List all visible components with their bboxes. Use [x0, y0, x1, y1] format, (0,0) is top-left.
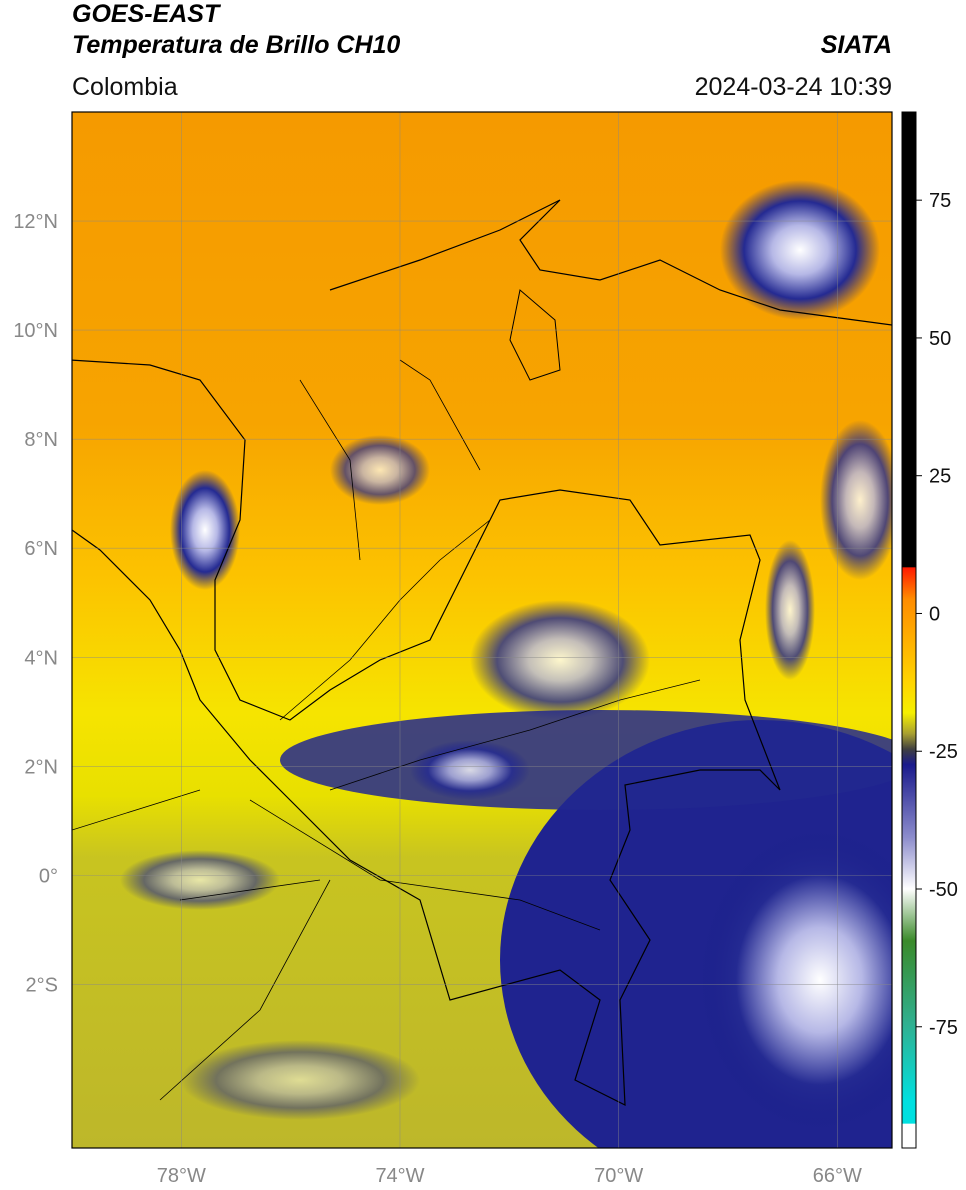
lat-label: 2°N — [24, 756, 58, 778]
lon-label: 66°W — [813, 1165, 862, 1187]
colorbar-label: 25 — [929, 466, 951, 488]
colorbar — [901, 111, 917, 1149]
lat-label: 10°N — [13, 320, 58, 342]
subtitle: Temperatura de Brillo CH10 — [72, 31, 400, 59]
lat-label: 2°S — [26, 974, 58, 996]
satellite-image — [72, 112, 892, 1148]
colorbar-label: 0 — [929, 603, 940, 625]
lat-label: 8°N — [24, 429, 58, 451]
lon-label: 74°W — [375, 1165, 424, 1187]
colorbar-label: -50 — [929, 879, 958, 901]
lat-label: 6°N — [24, 538, 58, 560]
title: GOES-EAST — [72, 0, 222, 28]
timestamp: 2024-03-24 10:39 — [695, 73, 892, 101]
map-frame — [71, 111, 893, 1149]
lat-label: 12°N — [13, 211, 58, 233]
lon-label: 70°W — [594, 1165, 643, 1187]
colorbar-label: 75 — [929, 190, 951, 212]
source: SIATA — [821, 31, 892, 59]
lon-label: 78°W — [157, 1165, 206, 1187]
colorbar-label: -75 — [929, 1017, 958, 1039]
colorbar-label: -25 — [929, 741, 958, 763]
region: Colombia — [72, 73, 178, 101]
lat-label: 0° — [39, 865, 58, 887]
graticule — [72, 112, 892, 1148]
lat-label: 4°N — [24, 647, 58, 669]
colorbar-label: 50 — [929, 328, 951, 350]
